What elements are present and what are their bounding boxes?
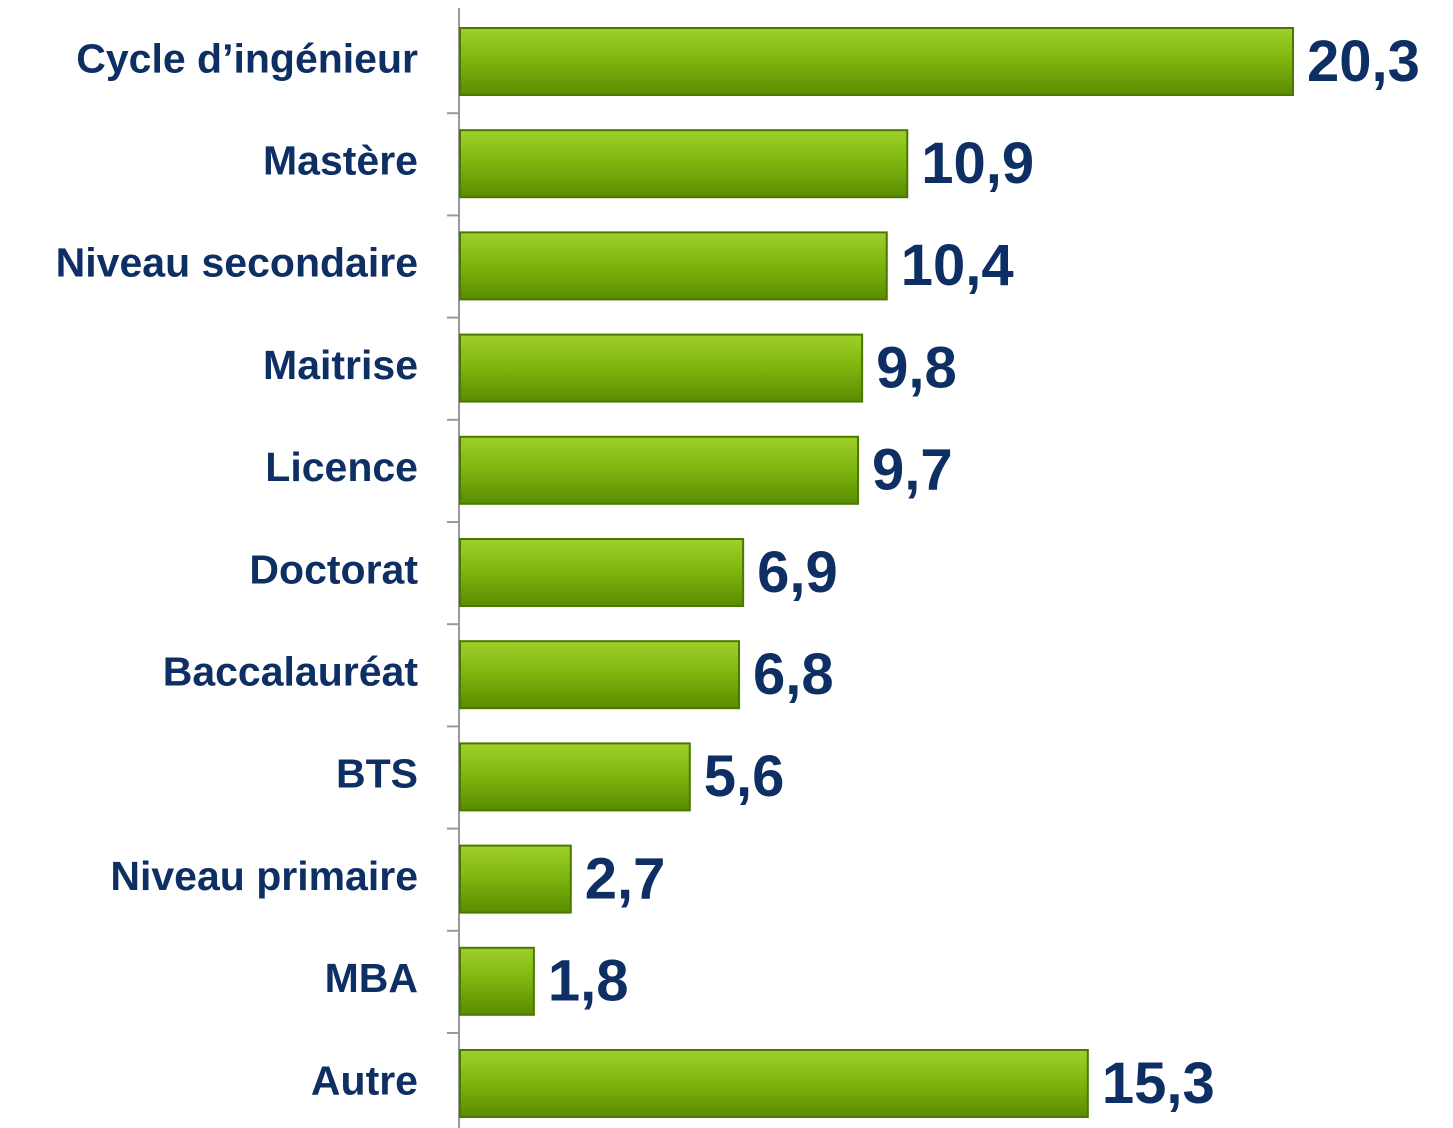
value-label: 20,3 xyxy=(1307,29,1420,94)
value-label: 10,4 xyxy=(901,233,1014,298)
bar xyxy=(459,538,745,607)
bar xyxy=(459,946,535,1016)
category-label: BTS xyxy=(336,751,418,797)
category-label: Cycle d’ingénieur xyxy=(76,35,418,81)
bar xyxy=(459,333,864,403)
category-label: MBA xyxy=(325,955,418,1001)
category-label: Mastère xyxy=(263,138,418,184)
category-label: Autre xyxy=(311,1057,418,1103)
value-label: 10,9 xyxy=(921,131,1034,196)
value-label: 6,8 xyxy=(753,642,834,707)
bar xyxy=(459,435,860,505)
value-label: 15,3 xyxy=(1102,1051,1215,1116)
bar xyxy=(459,742,691,812)
category-label: Baccalauréat xyxy=(163,649,419,695)
bar xyxy=(459,129,909,199)
value-label: 5,6 xyxy=(704,744,785,809)
category-label: Niveau secondaire xyxy=(56,240,418,286)
value-label: 6,9 xyxy=(757,540,838,605)
category-label: Licence xyxy=(265,444,418,490)
category-label: Niveau primaire xyxy=(110,853,418,899)
bar xyxy=(459,640,741,710)
category-label: Doctorat xyxy=(249,546,418,592)
bar xyxy=(459,1049,1089,1118)
bar xyxy=(459,27,1294,96)
value-label: 9,7 xyxy=(872,438,953,503)
category-label: Maitrise xyxy=(263,342,418,388)
value-label: 9,8 xyxy=(876,335,957,400)
value-label: 2,7 xyxy=(585,846,666,911)
bar xyxy=(459,231,888,301)
bar xyxy=(459,844,572,914)
value-label: 1,8 xyxy=(548,949,629,1014)
